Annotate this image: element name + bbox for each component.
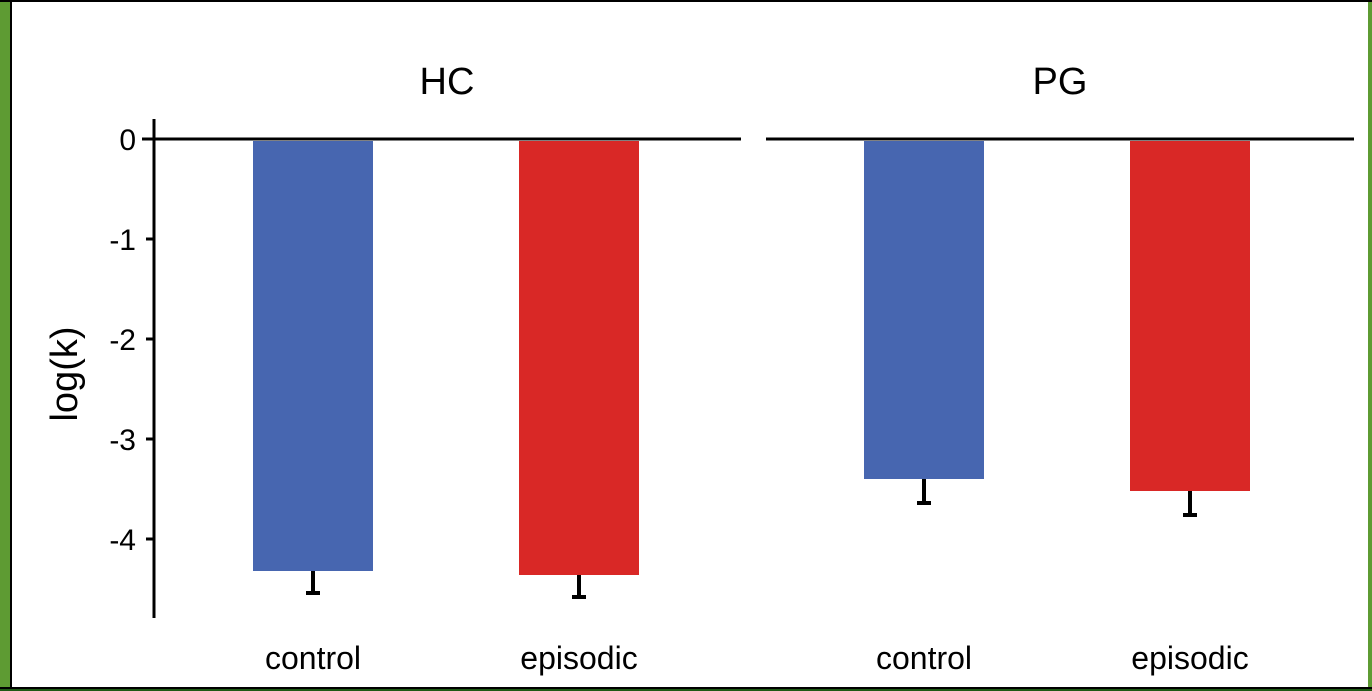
panel-title: HC <box>420 61 475 103</box>
y-tick-label: -2 <box>109 324 136 357</box>
x-tick-label: control <box>876 640 972 676</box>
x-tick-label: episodic <box>520 640 637 676</box>
y-tick-label: -4 <box>109 524 136 557</box>
chart-marks: control episodic control episodic <box>253 141 1250 676</box>
panel-title: PG <box>1033 61 1088 103</box>
y-tick-label: 0 <box>119 124 136 157</box>
bar <box>253 141 373 571</box>
x-tick-label: control <box>265 640 361 676</box>
axes: 0 -1 -2 -3 -4 HC PG <box>109 61 1354 618</box>
bar <box>864 141 984 479</box>
y-axis-label: log(k) <box>44 326 86 421</box>
y-tick-label: -1 <box>109 224 136 257</box>
bar <box>1130 141 1250 491</box>
x-tick-label: episodic <box>1131 640 1248 676</box>
y-tick-label: -3 <box>109 424 136 457</box>
bar <box>519 141 639 575</box>
